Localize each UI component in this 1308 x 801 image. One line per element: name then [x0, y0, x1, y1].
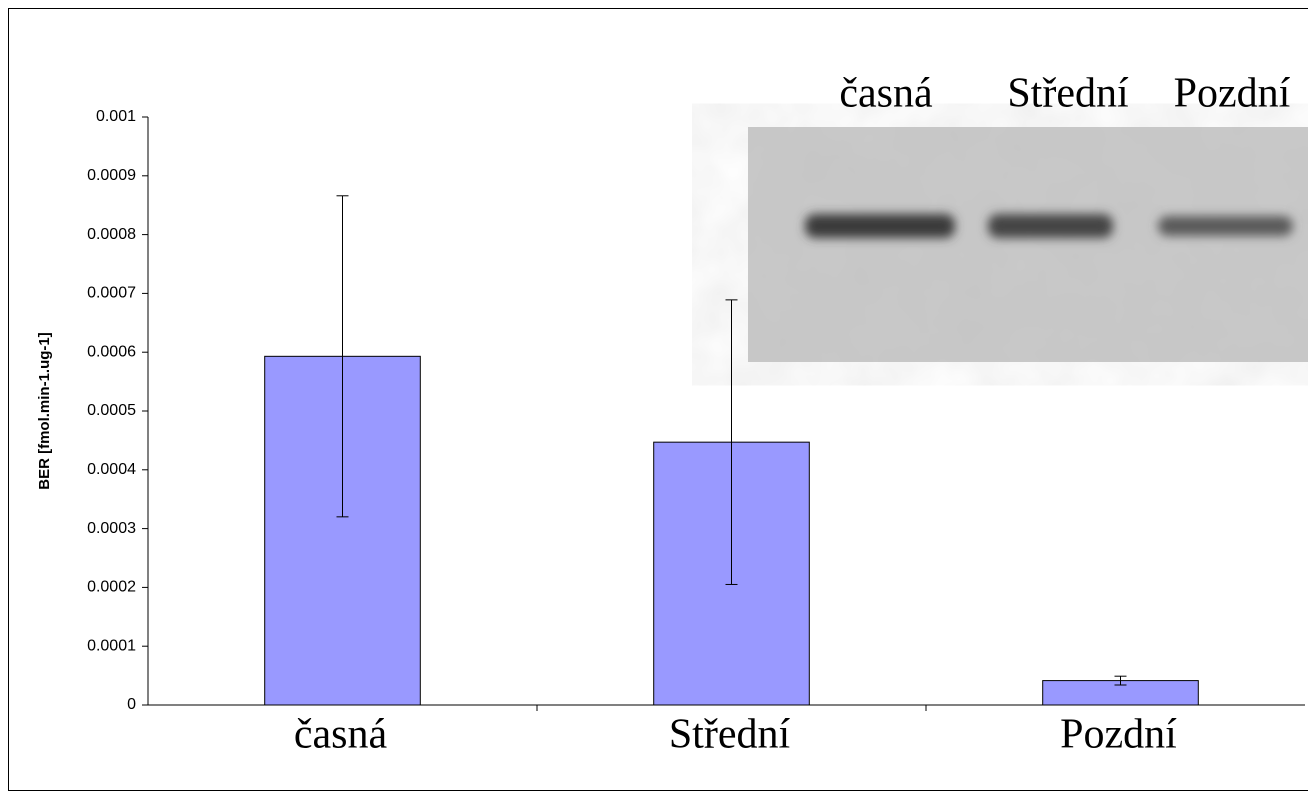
y-tick-label: 0.0003 [87, 520, 136, 537]
chart: časná Střední Pozdní BER [fmol.min-1.ug-… [0, 0, 1308, 801]
y-tick-label: 0.0009 [87, 167, 136, 184]
gel-band [805, 214, 955, 238]
gel-texture [748, 127, 1308, 362]
gel-band [988, 214, 1113, 238]
gel-band [1158, 216, 1293, 236]
y-tick-label: 0.0007 [87, 285, 136, 302]
y-tick-label: 0.0004 [87, 461, 136, 478]
x-tick-label: časná [294, 712, 388, 758]
x-tick-label: Pozdní [1060, 712, 1177, 758]
y-tick-label: 0.0005 [87, 402, 136, 419]
inset-label: Střední [1007, 71, 1129, 117]
y-tick-label: 0.0006 [87, 343, 136, 360]
x-tick-label: Střední [669, 712, 791, 758]
gel-image [748, 127, 1308, 362]
y-tick-label: 0.0008 [87, 226, 136, 243]
y-tick-label: 0.001 [96, 108, 136, 125]
y-tick-label: 0.0001 [87, 637, 136, 654]
y-axis-label: BER [fmol.min-1.ug-1] [36, 332, 53, 490]
y-tick-label: 0.0002 [87, 579, 136, 596]
inset-label: časná [839, 71, 933, 117]
page: časná Střední Pozdní BER [fmol.min-1.ug-… [0, 0, 1308, 801]
inset-label: Pozdní [1174, 71, 1291, 117]
y-tick-label: 0 [127, 696, 136, 713]
